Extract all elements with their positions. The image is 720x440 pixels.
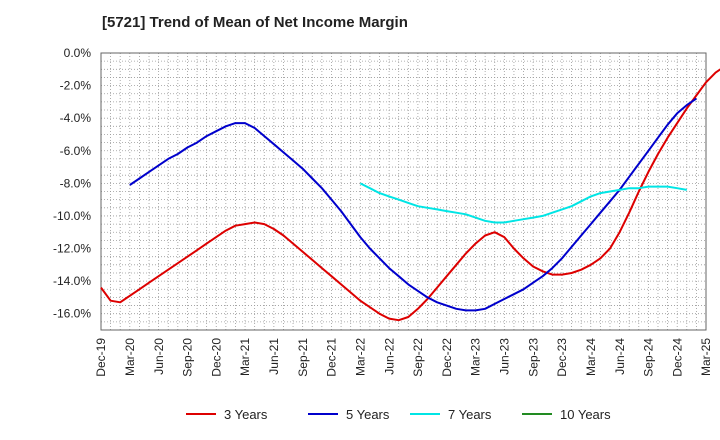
legend: 3 Years 5 Years 7 Years 10 Years [186,407,611,422]
legend-label: 5 Years [346,407,390,422]
series-line-3-years [100,68,720,322]
x-tick-label: Jun-20 [152,338,166,375]
y-tick-label: -14.0% [53,274,91,288]
series-line-7-years [359,182,687,224]
x-tick-label: Sep-22 [411,338,425,377]
x-tick-label: Dec-23 [555,338,569,377]
x-tick-label: Mar-20 [123,338,137,376]
x-tick-label: Mar-22 [353,338,367,376]
y-tick-label: -16.0% [53,307,91,321]
x-tick-label: Jun-21 [267,338,281,375]
x-tick-label: Dec-20 [209,338,223,377]
y-tick-label: -4.0% [60,111,92,125]
axes: 0.0% -2.0% -4.0% -6.0% -8.0% -10.0% -12.0% -14.… [53,46,713,377]
x-tick-label: Jun-24 [613,338,627,375]
x-tick-label: Sep-20 [181,338,195,377]
y-tick-label: -10.0% [53,209,91,223]
plot-frame [100,52,707,331]
x-tick-label: Sep-23 [526,338,540,377]
x-tick-label: Mar-25 [699,338,713,376]
series-lines [100,68,720,322]
legend-label: 10 Years [560,407,611,422]
x-tick-label: Dec-19 [94,338,108,377]
x-tick-label: Jun-22 [382,338,396,375]
x-tick-label: Mar-21 [238,338,252,376]
x-tick-label: Dec-21 [325,338,339,377]
legend-label: 3 Years [224,407,268,422]
y-tick-label: -8.0% [60,176,92,190]
grid-lines [101,53,706,330]
y-tick-label: -12.0% [53,242,91,256]
chart-title: [5721] Trend of Mean of Net Income Margi… [102,14,408,31]
x-tick-label: Mar-24 [584,338,598,376]
x-tick-label: Sep-21 [296,338,310,377]
x-tick-label: Jun-23 [498,338,512,375]
y-tick-label: -6.0% [60,144,92,158]
x-tick-label: Dec-24 [670,338,684,377]
series-line-5-years [129,97,697,312]
legend-label: 7 Years [448,407,492,422]
y-tick-label: -2.0% [60,79,92,93]
x-tick-label: Mar-23 [469,338,483,376]
y-tick-label: 0.0% [64,46,92,60]
x-tick-label: Dec-22 [440,338,454,377]
x-tick-label: Sep-24 [642,338,656,377]
